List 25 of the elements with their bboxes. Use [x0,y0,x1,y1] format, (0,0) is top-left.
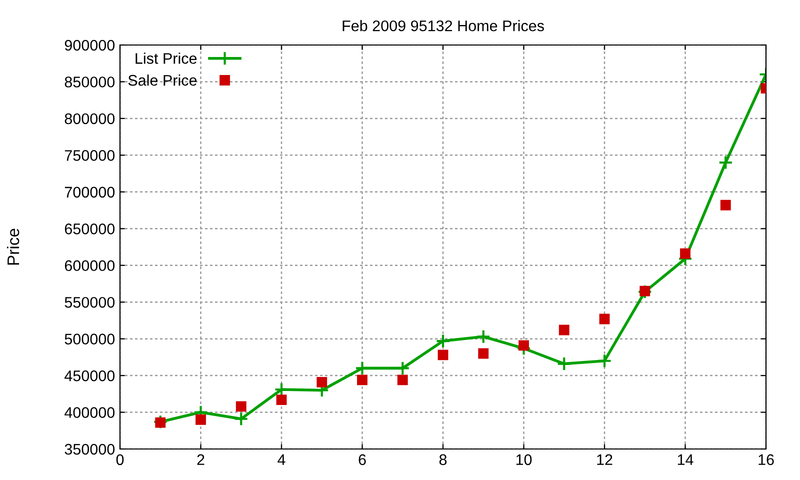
y-tick-label: 700000 [64,186,115,198]
y-tick-label: 800000 [64,113,115,124]
y-tick-label: 550000 [64,296,115,308]
x-tick-label: 12 [597,454,612,465]
legend-label: Sale Price [128,74,197,86]
x-tick-label: 14 [678,454,694,465]
chart-title: Feb 2009 95132 Home Prices [342,20,544,32]
y-tick-label: 500000 [64,334,115,345]
x-tick-label: 2 [197,454,204,465]
x-tick-label: 6 [358,454,366,466]
legend-label: List Price [136,52,197,64]
x-tick-label: 0 [116,454,124,466]
x-tick-label: 4 [278,454,286,465]
x-tick-label: 8 [439,454,447,466]
y-tick-label: 600000 [64,260,115,272]
y-tick-label: 850000 [64,76,115,88]
y-tick-label: 450000 [64,370,115,382]
y-tick-label: 900000 [64,40,115,51]
y-tick-label: 650000 [64,224,115,234]
y-tick-label: 750000 [64,150,115,161]
x-tick-label: 16 [758,454,774,466]
y-tick-label: 350000 [64,444,115,455]
y-tick-label: 400000 [64,407,115,418]
y-axis-title: Price [6,228,20,265]
x-tick-label: 10 [516,454,532,466]
